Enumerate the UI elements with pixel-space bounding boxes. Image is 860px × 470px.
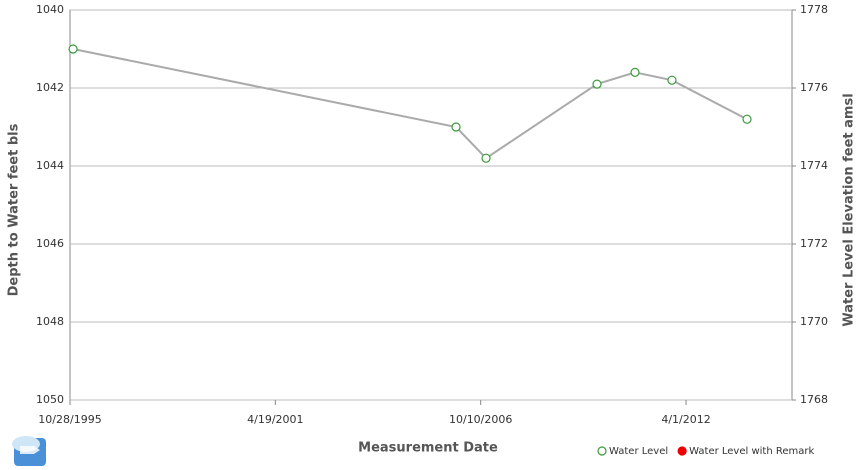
x-axis-title: Measurement Date bbox=[358, 441, 498, 456]
data-point bbox=[667, 75, 677, 85]
legend-label: Water Level bbox=[609, 446, 668, 457]
y2-tick-label: 1772 bbox=[800, 237, 828, 250]
y-tick-label: 1046 bbox=[36, 237, 64, 250]
legend-marker bbox=[677, 446, 687, 456]
logo bbox=[12, 436, 46, 466]
x-tick-label: 10/28/1995 bbox=[38, 413, 101, 426]
y-tick-label: 1040 bbox=[36, 3, 64, 16]
y2-tick-label: 1778 bbox=[800, 3, 828, 16]
y-tick-label: 1044 bbox=[36, 159, 64, 172]
y-tick-label: 1048 bbox=[36, 315, 64, 328]
x-tick-label: 10/10/2006 bbox=[449, 413, 512, 426]
y2-tick-label: 1774 bbox=[800, 159, 828, 172]
y-tick-label: 1042 bbox=[36, 81, 64, 94]
x-tick-label: 4/19/2001 bbox=[247, 413, 303, 426]
x-tick-label: 4/1/2012 bbox=[661, 413, 710, 426]
y-tick-label: 1050 bbox=[36, 393, 64, 406]
y2-axis-title: Water Level Elevation feet amsl bbox=[842, 93, 857, 326]
y2-tick-label: 1768 bbox=[800, 393, 828, 406]
data-point bbox=[481, 153, 491, 163]
legend-marker bbox=[597, 446, 607, 456]
y-axis-title: Depth to Water feet bls bbox=[7, 123, 22, 296]
y2-tick-label: 1770 bbox=[800, 315, 828, 328]
y2-tick-label: 1776 bbox=[800, 81, 828, 94]
data-point bbox=[742, 114, 752, 124]
data-point bbox=[592, 79, 602, 89]
data-point bbox=[451, 122, 461, 132]
data-point bbox=[68, 44, 78, 54]
data-point bbox=[630, 67, 640, 78]
plot-area bbox=[69, 9, 793, 401]
legend-label: Water Level with Remark bbox=[689, 446, 814, 457]
